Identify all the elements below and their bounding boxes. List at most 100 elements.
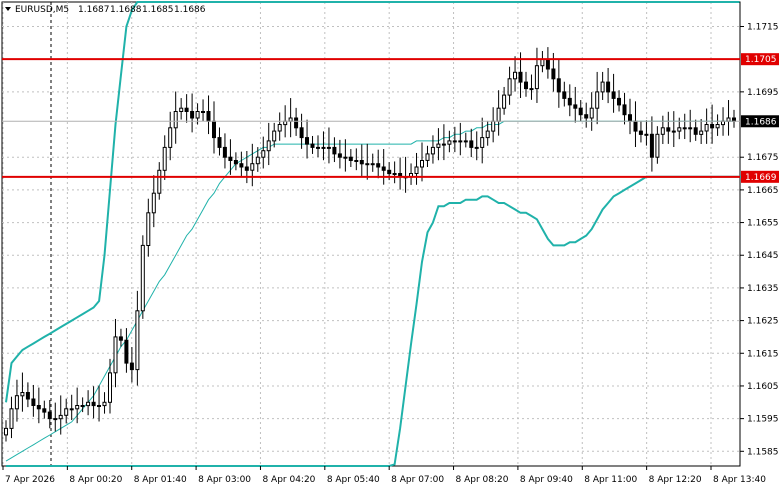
candle-bear — [666, 127, 671, 132]
price-tick-label: 1.1675 — [747, 153, 779, 163]
candle-bear — [206, 111, 211, 122]
candle-bear — [36, 405, 41, 410]
time-tick-label: 8 Apr 12:20 — [649, 475, 702, 485]
price-axis[interactable]: 1.1715 1.1695 1.1675 1.1665 1.1655 1.1645 1.16… — [740, 23, 779, 458]
candle-bull — [108, 372, 112, 403]
candle-bull — [168, 127, 173, 148]
candle-bull — [452, 140, 457, 143]
candle-bull — [146, 212, 151, 247]
candle-bear — [567, 97, 572, 106]
candle-bear — [129, 362, 134, 371]
time-tick-label: 8 Apr 01:40 — [134, 475, 187, 485]
time-tick-label: 8 Apr 07:00 — [391, 475, 444, 485]
candle-bull — [272, 130, 277, 142]
collapse-triangle-icon[interactable] — [5, 7, 11, 11]
candle-bear — [31, 398, 36, 406]
candle-bull — [721, 120, 725, 126]
candle-bull — [69, 408, 74, 411]
candle-bear — [469, 140, 474, 148]
candle-bull — [480, 137, 485, 148]
candle-bear — [376, 163, 381, 168]
level-price-label: 1.1705 — [745, 55, 777, 65]
candle-bull — [250, 163, 255, 171]
open-value: 1.1687 — [78, 5, 110, 15]
candle-bull — [660, 127, 665, 135]
candle-bear — [222, 146, 227, 158]
level-price-tag — [741, 53, 779, 66]
candle-bull — [53, 418, 58, 421]
candle-bear — [638, 130, 643, 135]
level-price-label: 1.1669 — [745, 173, 777, 183]
candle-bull — [277, 124, 282, 132]
time-axis[interactable]: 7 Apr 2026 8 Apr 00:20 8 Apr 01:40 8 Apr 03… — [2, 466, 766, 485]
candle-bull — [326, 146, 331, 149]
candle-bull — [715, 124, 720, 129]
candle-bull — [283, 120, 288, 126]
candle-bull — [64, 408, 69, 416]
candle-bull — [157, 169, 162, 194]
candle-bull — [365, 163, 370, 166]
candle-bull — [534, 65, 539, 90]
candle-bull — [162, 146, 167, 171]
candle-bear — [649, 133, 654, 158]
candle-bear — [184, 107, 189, 112]
high-value: 1.1688 — [110, 5, 142, 15]
time-tick-label: 8 Apr 11:00 — [584, 475, 637, 485]
candle-bull — [595, 91, 600, 109]
candle-bull — [20, 392, 25, 397]
candle-bear — [305, 137, 309, 145]
current-price-tag — [741, 115, 779, 128]
candle-bull — [436, 143, 441, 148]
candle-bull — [447, 140, 452, 145]
candle-bull — [201, 111, 205, 113]
current-price-label: 1.1686 — [745, 117, 777, 127]
candle-bear — [190, 111, 195, 119]
time-tick-label: 8 Apr 00:20 — [69, 475, 122, 485]
plot-area[interactable] — [1, 1, 741, 467]
candle-bear — [91, 401, 96, 407]
candle-bull — [179, 107, 184, 112]
candle-bear — [387, 169, 392, 175]
candle-bull — [14, 395, 19, 410]
candle-bear — [212, 120, 216, 139]
candle-bull — [655, 133, 660, 158]
candle-bull — [261, 150, 266, 158]
candle-bull — [151, 192, 156, 214]
candle-bear — [124, 339, 129, 364]
symbol-label: EURUSD,M5 — [15, 5, 69, 15]
candle-bull — [430, 146, 435, 155]
candle-bear — [693, 127, 698, 135]
candle-bear — [556, 78, 561, 93]
candle-bull — [485, 130, 490, 139]
candle-bull — [102, 401, 107, 407]
candle-bull — [420, 160, 424, 168]
price-tick-label: 1.1715 — [747, 23, 779, 33]
close-value: 1.1686 — [174, 5, 206, 15]
candle-bull — [589, 107, 594, 119]
time-tick-label: 8 Apr 09:40 — [520, 475, 573, 485]
candle-bull — [392, 173, 397, 175]
time-tick-label: 8 Apr 08:20 — [456, 475, 509, 485]
candle-bull — [75, 405, 80, 410]
bollinger-upper-band — [5, 1, 740, 403]
candle-bear — [47, 411, 52, 420]
candle-bull — [704, 124, 709, 132]
price-tick-label: 1.1645 — [747, 251, 779, 261]
candle-bear — [628, 114, 632, 122]
candle-bear — [233, 160, 238, 165]
price-tick-label: 1.1605 — [747, 382, 779, 392]
level-price-tag — [741, 170, 779, 183]
candle-bull — [441, 143, 446, 146]
candles — [4, 47, 736, 442]
candle-bear — [573, 104, 578, 109]
candle-bull — [316, 146, 320, 149]
grid-lines — [2, 2, 740, 466]
candle-bear — [633, 120, 638, 132]
bollinger-lower-band — [6, 175, 751, 467]
candle-bear — [518, 71, 523, 83]
price-tick-label: 1.1695 — [747, 88, 779, 98]
candle-bear — [551, 68, 556, 80]
candle-bull — [255, 156, 260, 165]
price-tick-label: 1.1625 — [747, 317, 779, 327]
